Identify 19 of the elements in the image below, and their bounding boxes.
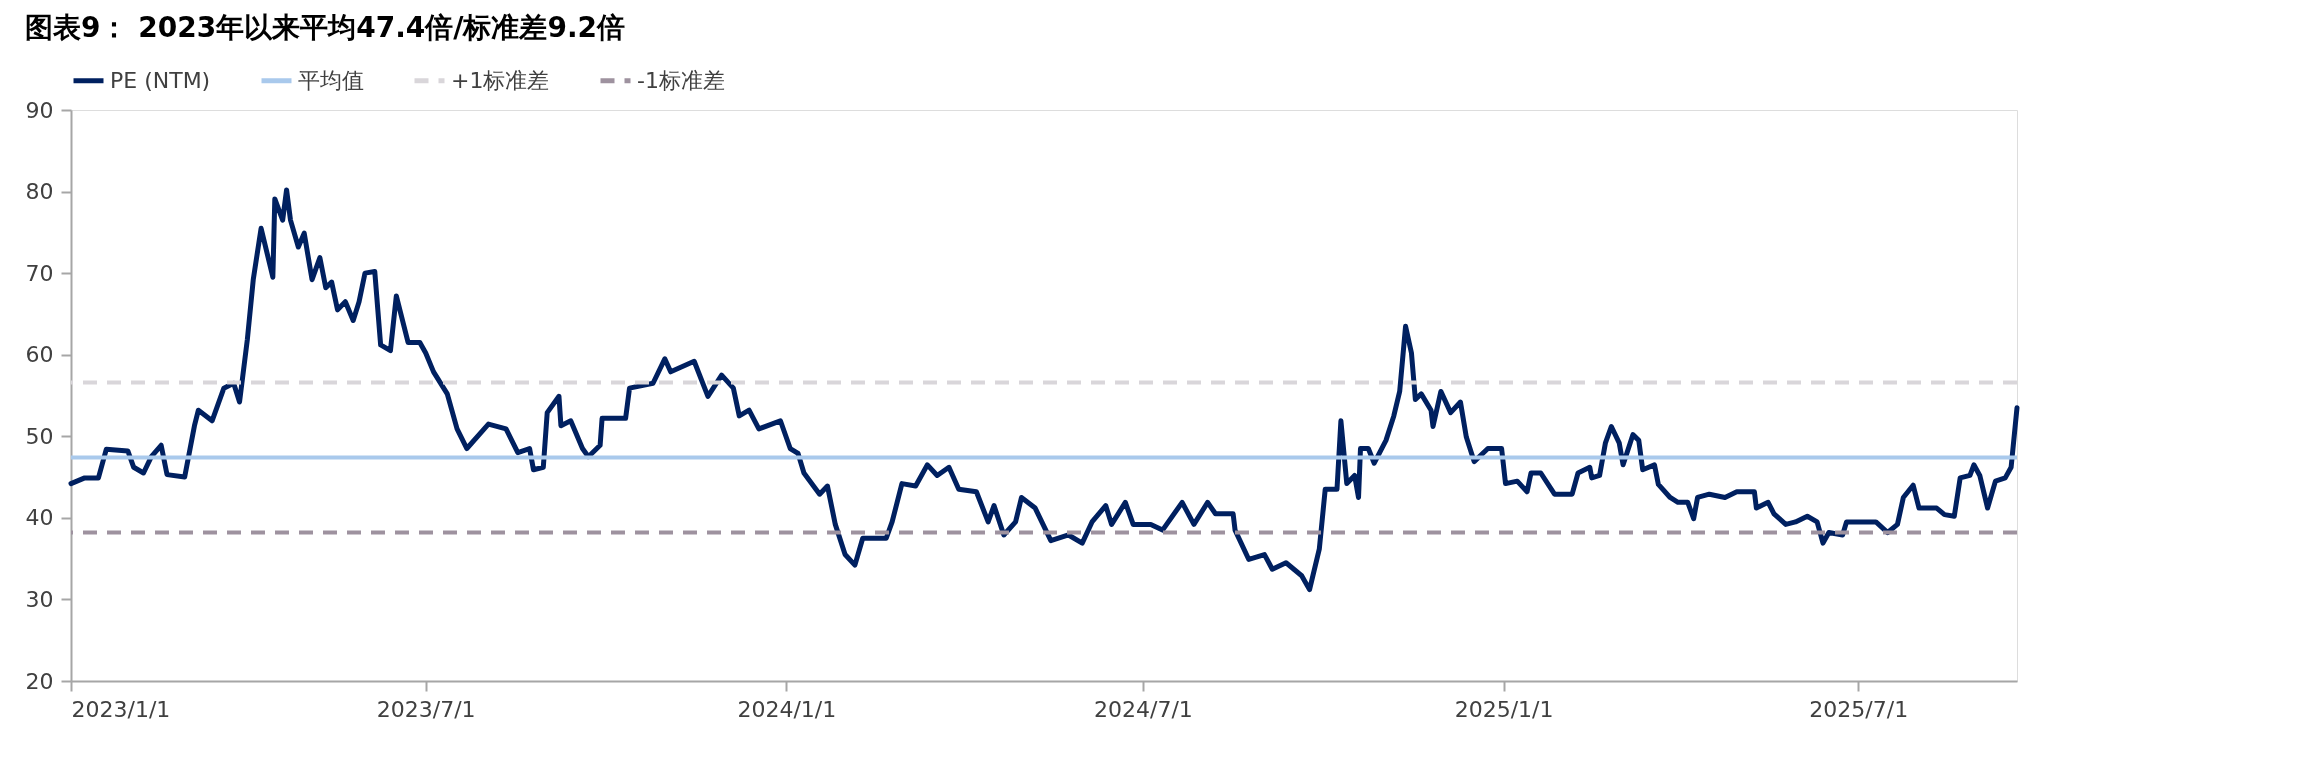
x-tick-label: 2024/7/1 (1094, 696, 1193, 722)
x-tick-label: 2025/1/1 (1454, 696, 1554, 722)
y-tick-label: 40 (25, 505, 54, 531)
x-tick-label: 2023/7/1 (376, 696, 476, 722)
x-tick-label: 2024/1/1 (737, 696, 837, 722)
legend-label: 平均值 (298, 67, 364, 93)
y-tick-label: 50 (25, 423, 54, 449)
x-tick-label: 2025/7/1 (1809, 696, 1909, 722)
y-tick-label: 30 (25, 586, 54, 612)
legend-label: +1标准差 (451, 67, 550, 93)
y-tick-label: 70 (25, 260, 54, 286)
legend-label: PE (NTM) (110, 67, 211, 93)
x-tick-label: 2023/1/1 (71, 696, 171, 722)
y-tick-label: 90 (25, 97, 54, 123)
y-tick-label: 80 (25, 179, 54, 205)
y-tick-label: 60 (25, 342, 54, 368)
legend-label: -1标准差 (637, 67, 725, 93)
y-tick-label: 20 (25, 668, 54, 694)
chart-title: 图表9： 2023年以来平均47.4倍/标准差9.2倍 (25, 11, 626, 44)
